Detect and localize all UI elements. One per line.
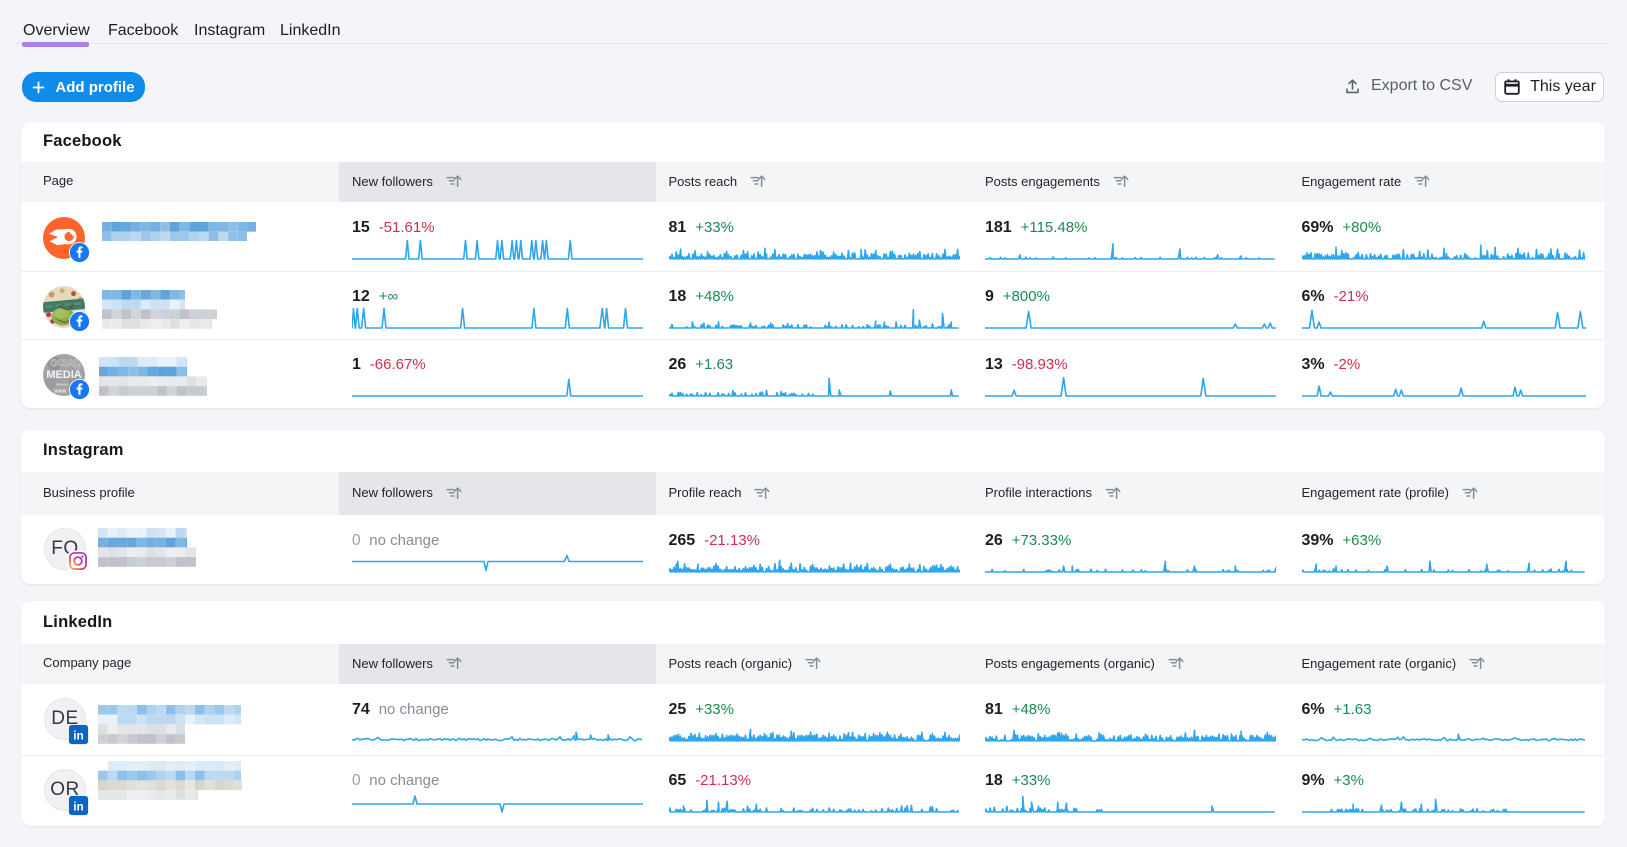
svg-text:■■■: ■■■ bbox=[54, 389, 66, 396]
svg-text:▬▬: ▬▬ bbox=[56, 381, 69, 388]
svg-text:in: in bbox=[73, 799, 83, 813]
svg-text:in: in bbox=[73, 728, 83, 742]
svg-text:OCIAL: OCIAL bbox=[50, 358, 80, 369]
svg-text:MEDIA: MEDIA bbox=[46, 369, 81, 381]
